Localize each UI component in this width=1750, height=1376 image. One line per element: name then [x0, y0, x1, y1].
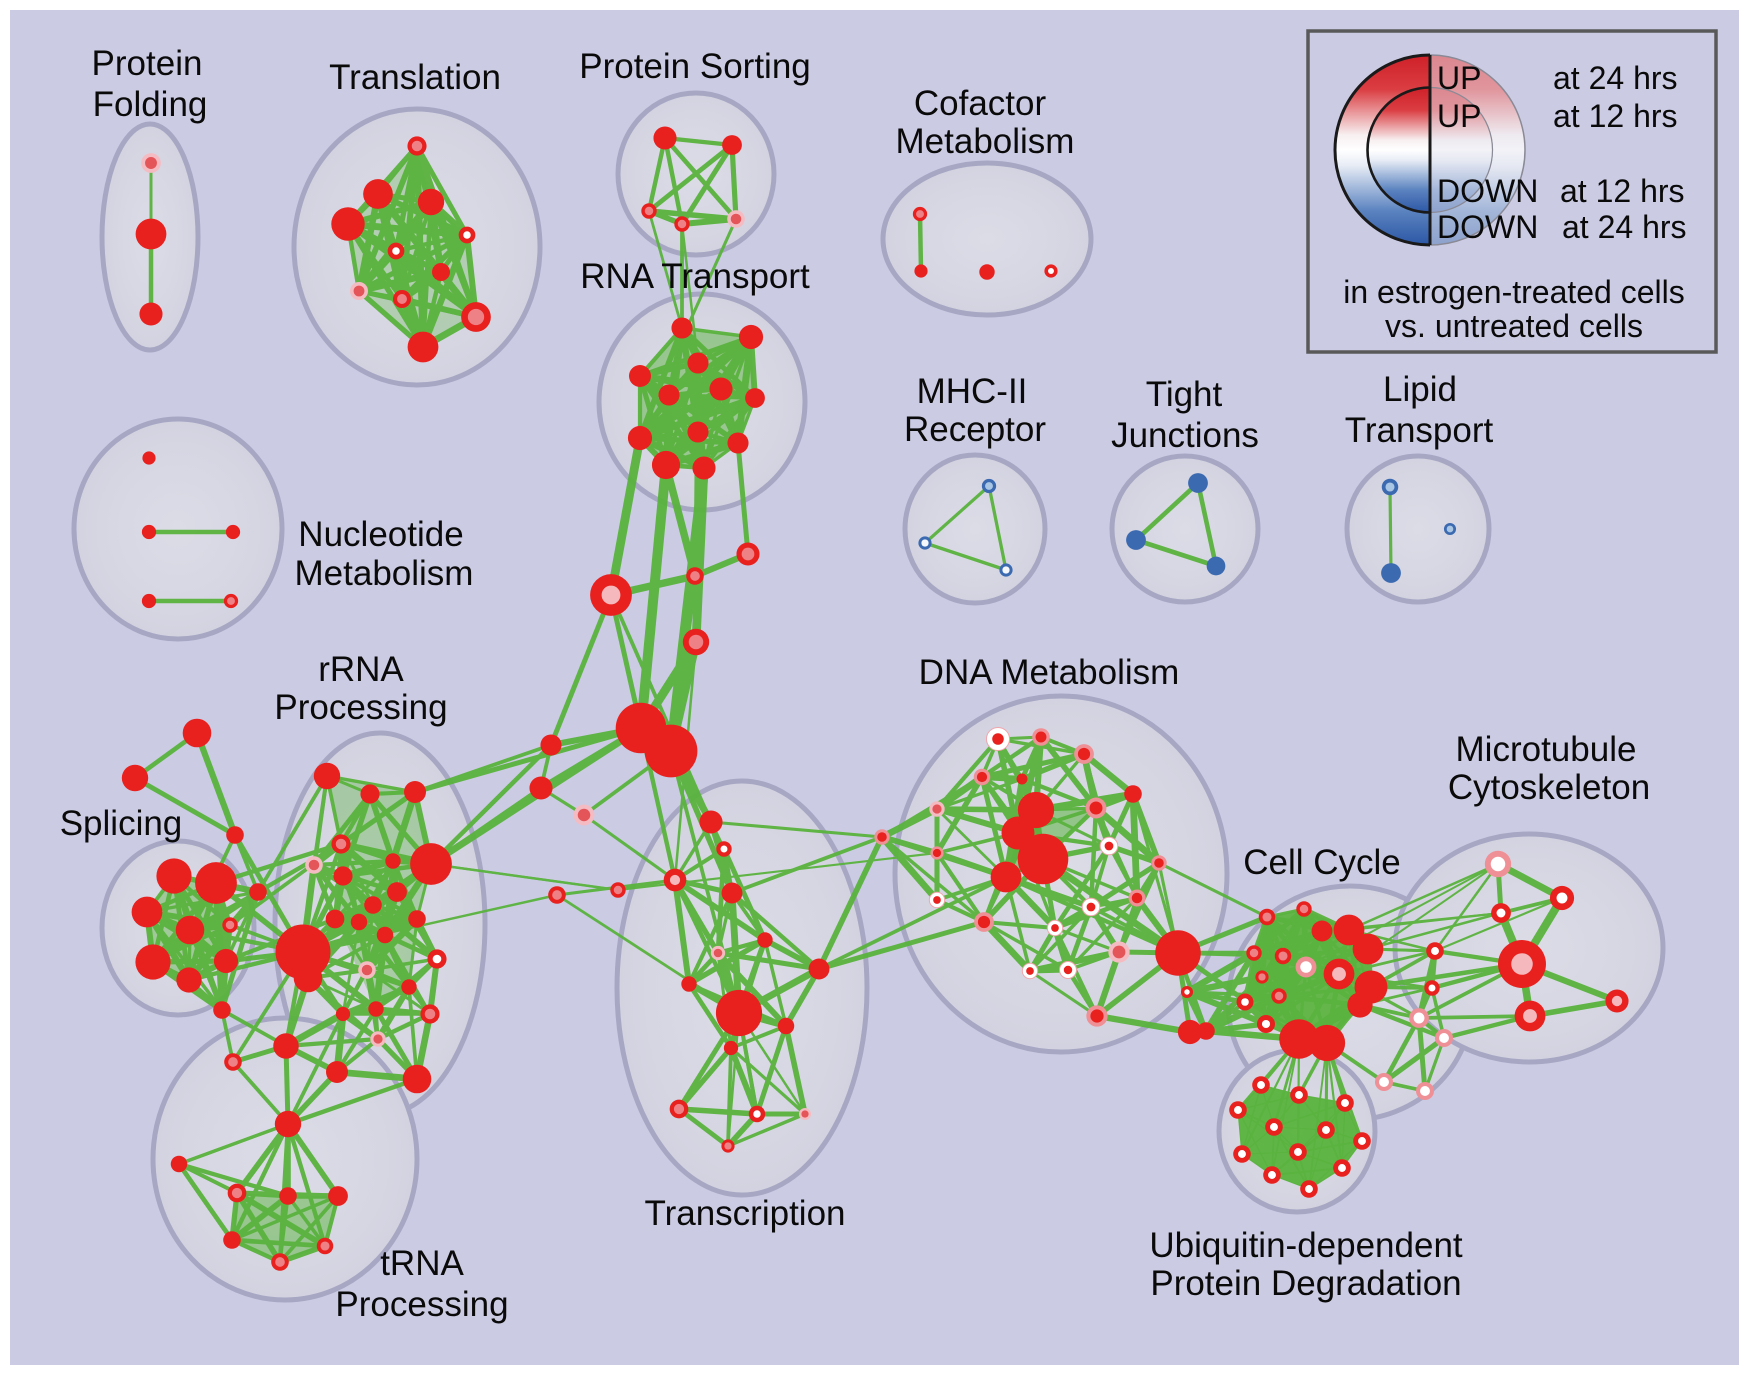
- svg-text:at 12 hrs: at 12 hrs: [1553, 98, 1678, 134]
- svg-text:Translation: Translation: [329, 58, 501, 97]
- svg-text:Metabolism: Metabolism: [295, 554, 474, 593]
- svg-text:Protein: Protein: [92, 44, 203, 83]
- svg-text:UP: UP: [1437, 60, 1481, 96]
- svg-text:rRNA: rRNA: [318, 650, 404, 689]
- svg-text:vs. untreated cells: vs. untreated cells: [1385, 308, 1643, 344]
- svg-text:Cytoskeleton: Cytoskeleton: [1448, 768, 1650, 807]
- svg-text:Splicing: Splicing: [60, 804, 183, 843]
- svg-text:Lipid: Lipid: [1383, 370, 1457, 409]
- svg-text:Processing: Processing: [335, 1285, 508, 1324]
- svg-text:Metabolism: Metabolism: [896, 122, 1075, 161]
- svg-text:in estrogen-treated cells: in estrogen-treated cells: [1343, 274, 1685, 310]
- svg-text:tRNA: tRNA: [380, 1244, 464, 1283]
- svg-text:Junctions: Junctions: [1111, 416, 1259, 455]
- svg-text:Receptor: Receptor: [904, 410, 1046, 449]
- svg-text:DNA Metabolism: DNA Metabolism: [919, 653, 1180, 692]
- svg-text:Ubiquitin-dependent: Ubiquitin-dependent: [1149, 1226, 1463, 1265]
- svg-text:Protein Degradation: Protein Degradation: [1150, 1264, 1461, 1303]
- svg-text:Microtubule: Microtubule: [1456, 730, 1637, 769]
- svg-text:Processing: Processing: [274, 688, 447, 727]
- svg-text:DOWN: DOWN: [1437, 173, 1538, 209]
- svg-text:MHC-II: MHC-II: [917, 372, 1028, 411]
- svg-text:Cell Cycle: Cell Cycle: [1243, 843, 1401, 882]
- svg-text:Nucleotide: Nucleotide: [298, 515, 463, 554]
- svg-text:Protein Sorting: Protein Sorting: [579, 47, 811, 86]
- svg-text:DOWN: DOWN: [1437, 209, 1538, 245]
- svg-text:at 24 hrs: at 24 hrs: [1562, 209, 1687, 245]
- svg-text:Folding: Folding: [93, 85, 208, 124]
- svg-text:Cofactor: Cofactor: [914, 84, 1047, 123]
- svg-text:at 24 hrs: at 24 hrs: [1553, 60, 1678, 96]
- svg-text:RNA Transport: RNA Transport: [580, 257, 810, 296]
- svg-text:at 12 hrs: at 12 hrs: [1560, 173, 1685, 209]
- svg-text:UP: UP: [1437, 98, 1481, 134]
- svg-text:Transcription: Transcription: [645, 1194, 846, 1233]
- svg-text:Tight: Tight: [1146, 375, 1223, 414]
- svg-text:Transport: Transport: [1345, 411, 1494, 450]
